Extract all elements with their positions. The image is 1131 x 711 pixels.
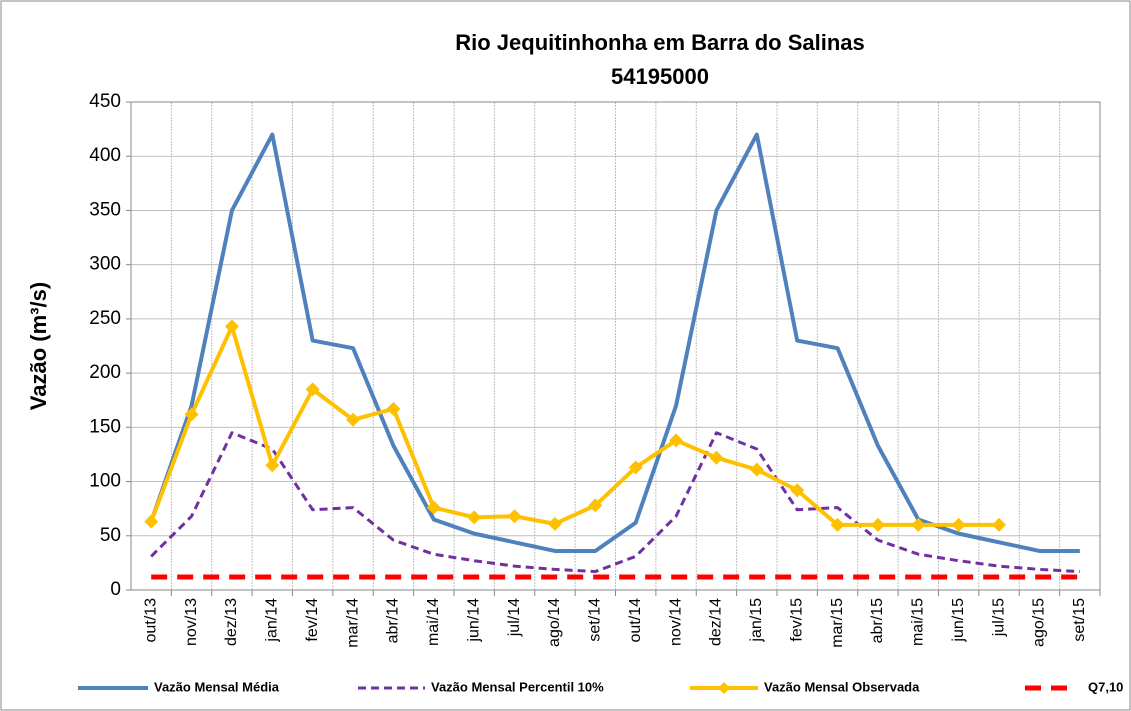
x-tick-label: out/13: [142, 598, 159, 643]
y-tick-label: 250: [89, 308, 121, 329]
x-tick-label: set/15: [1071, 598, 1088, 642]
series-marker: [588, 498, 603, 513]
series-marker: [265, 458, 280, 473]
series-marker: [184, 407, 199, 422]
y-tick-label: 300: [89, 254, 121, 275]
x-tick-label: mai/15: [910, 598, 927, 646]
x-tick-label: out/14: [627, 598, 644, 643]
chart-subtitle: 54195000: [611, 64, 709, 89]
x-tick-label: mar/14: [344, 598, 361, 648]
x-tick-label: jan/14: [264, 598, 281, 643]
legend-label: Vazão Mensal Observada: [764, 679, 920, 694]
y-tick-label: 0: [110, 579, 121, 600]
y-tick-label: 100: [89, 471, 121, 492]
y-tick-label: 50: [100, 525, 121, 546]
x-tick-label: ago/14: [546, 598, 563, 647]
series-marker: [386, 401, 401, 416]
series-marker: [790, 483, 805, 498]
y-tick-label: 400: [89, 145, 121, 166]
series-marker: [144, 514, 159, 529]
series-marker: [305, 382, 320, 397]
x-tick-label: fev/15: [788, 598, 805, 642]
legend-label: Q7,10: [1088, 679, 1123, 694]
x-tick-label: dez/14: [708, 598, 725, 646]
y-axis-label: Vazão (m³/s): [26, 282, 51, 410]
y-tick-label: 150: [89, 416, 121, 437]
x-tick-label: mai/14: [425, 598, 442, 646]
series-marker: [346, 412, 361, 427]
x-tick-label: jan/15: [748, 598, 765, 643]
y-tick-label: 350: [89, 199, 121, 220]
x-tick-label: ago/15: [1031, 598, 1048, 647]
series-marker: [951, 517, 966, 532]
x-tick-label: nov/14: [667, 598, 684, 646]
series-marker: [224, 319, 239, 334]
series-marker: [911, 517, 926, 532]
series-marker: [830, 517, 845, 532]
x-tick-label: dez/13: [223, 598, 240, 646]
series-line: [150, 431, 1080, 574]
x-tick-label: mar/15: [829, 598, 846, 648]
series-line: [149, 324, 1000, 527]
x-tick-label: jul/14: [506, 598, 523, 637]
x-tick-label: jun/15: [950, 598, 967, 643]
series-marker: [467, 510, 482, 525]
series-marker: [547, 516, 562, 531]
series-marker: [507, 509, 522, 524]
series-marker: [709, 450, 724, 465]
x-tick-label: nov/13: [183, 598, 200, 646]
x-tick-label: fev/14: [304, 598, 321, 642]
chart-title: Rio Jequitinhonha em Barra do Salinas: [455, 30, 865, 55]
series-marker: [749, 462, 764, 477]
series-marker: [992, 517, 1007, 532]
legend-label: Vazão Mensal Média: [154, 679, 280, 694]
y-tick-label: 200: [89, 362, 121, 383]
series-marker: [870, 517, 885, 532]
y-tick-label: 450: [89, 91, 121, 112]
series-marker: [628, 460, 643, 475]
legend-marker: [718, 682, 730, 694]
x-tick-label: set/14: [587, 598, 604, 642]
x-tick-label: abr/14: [385, 598, 402, 643]
x-tick-label: jun/14: [465, 598, 482, 643]
series-line: [149, 132, 1080, 553]
x-tick-label: jul/15: [990, 598, 1007, 637]
series-marker: [669, 433, 684, 448]
x-tick-label: abr/15: [869, 598, 886, 643]
legend-label: Vazão Mensal Percentil 10%: [431, 679, 604, 694]
series-marker: [426, 500, 441, 515]
